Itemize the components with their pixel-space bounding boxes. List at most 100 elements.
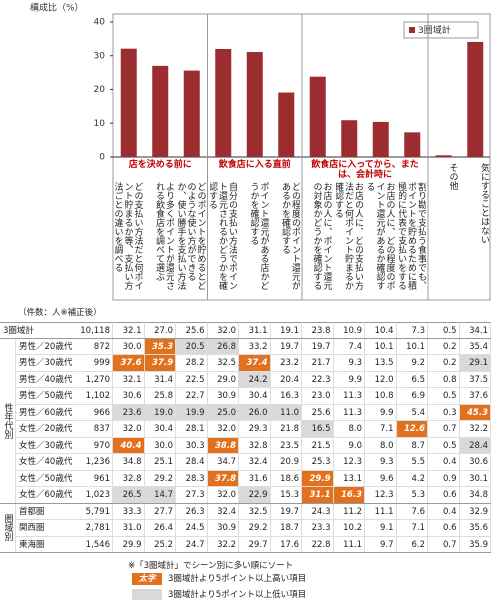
table-cell: 33.3	[113, 503, 145, 520]
table-cell: 19.7	[270, 338, 302, 355]
table-cell: 30.1	[459, 470, 491, 487]
table-cell: 32.0	[113, 421, 145, 438]
bar	[246, 52, 263, 157]
row-label: 女性／40歳代	[16, 454, 72, 471]
table-cell: 17.6	[270, 536, 302, 553]
bar	[467, 41, 484, 157]
table-cell: 26.0	[239, 404, 271, 421]
section-label: 性年代別	[0, 338, 16, 504]
table-cell: 25.2	[144, 536, 176, 553]
table-cell: 5.3	[396, 487, 428, 504]
table-cell: 32.4	[239, 454, 271, 471]
table-cell: 23.6	[113, 404, 145, 421]
table-cell: 19.9	[176, 404, 208, 421]
table-cell: 11.1	[333, 536, 365, 553]
column-header: どのポイントを貯めるとどのような使い方ができるか、使い勝手を支払い方法ごとに調べ…	[178, 182, 206, 290]
row-label: 男性／40歳代	[16, 372, 72, 388]
row-label: 女性／30歳代	[16, 438, 72, 454]
table-cell: 28.1	[176, 421, 208, 438]
table-cell: 38.8	[207, 437, 239, 454]
bar	[278, 92, 295, 157]
table-cell: 32.1	[113, 322, 145, 339]
row-count: 970	[68, 437, 113, 454]
table-cell: 7.6	[396, 503, 428, 520]
table-cell: 31.0	[113, 520, 145, 537]
row-count: 999	[68, 355, 113, 372]
table-cell: 32.5	[207, 355, 239, 372]
row-count: 2,781	[68, 520, 113, 537]
group-label: 飲食店に入ってから、または、会計時に	[311, 160, 419, 180]
footer-note: ※「3圏域計」でシーン別に多い順にソート	[128, 561, 294, 571]
bar	[435, 155, 452, 157]
table-cell: 34.1	[459, 322, 491, 339]
table-cell: 30.6	[459, 454, 491, 471]
table-cell: 29.2	[144, 470, 176, 487]
table-cell: 25.6	[302, 404, 334, 421]
table-cell: 7.4	[333, 338, 365, 355]
table-cell: 37.6	[113, 355, 145, 372]
table-cell: 30.0	[113, 338, 145, 355]
table-cell: 21.8	[270, 421, 302, 438]
table-cell: 35.9	[459, 536, 491, 553]
table-cell: 7.3	[396, 322, 428, 339]
table-cell: 23.5	[270, 437, 302, 454]
table-cell: 9.3	[365, 454, 397, 471]
table-cell: 19.0	[144, 404, 176, 421]
table-cell: 18.6	[270, 470, 302, 487]
table-cell: 32.4	[207, 503, 239, 520]
table-cell: 24.3	[302, 503, 334, 520]
bar	[309, 76, 326, 157]
table-cell: 28.2	[176, 355, 208, 372]
table-cell: 0.4	[428, 454, 460, 471]
table-cell: 16.3	[270, 388, 302, 405]
table-cell: 19.1	[270, 322, 302, 339]
table-cell: 21.5	[302, 437, 334, 454]
table-cell: 0.7	[428, 536, 460, 553]
group-label: 飲食店に入る直前	[218, 160, 291, 170]
table-cell: 0.2	[428, 355, 460, 372]
table-cell: 25.0	[207, 404, 239, 421]
table-cell: 16.3	[333, 487, 365, 504]
row-count: 10,118	[68, 322, 113, 339]
row-label: 首都圏	[16, 504, 68, 520]
table-cell: 10.4	[365, 322, 397, 339]
legend-box	[403, 21, 479, 39]
table-cell: 22.3	[302, 371, 334, 388]
column-header: 自分の支払い方法でポイント還元されるかどうかを確認する	[209, 182, 238, 290]
row-label: 女性／60歳代	[16, 487, 72, 504]
table-cell: 29.3	[239, 421, 271, 438]
table-cell: 27.7	[144, 503, 176, 520]
table-cell: 12.6	[396, 421, 428, 438]
table-cell: 24.2	[239, 371, 271, 388]
table-cell: 26.5	[113, 487, 145, 504]
table-cell: 30.0	[144, 437, 176, 454]
table-cell: 34.8	[113, 454, 145, 471]
row-label: 男性／30歳代	[16, 355, 72, 372]
table-cell: 30.3	[176, 437, 208, 454]
table-cell: 23.3	[302, 520, 334, 537]
table-cell: 0.5	[428, 437, 460, 454]
bar	[215, 49, 232, 157]
table-cell: 6.9	[396, 388, 428, 405]
table-cell: 9.6	[365, 470, 397, 487]
table-cell: 9.1	[365, 520, 397, 537]
bar	[120, 48, 137, 157]
column-header: どの支払い方法だと何ポイント貯まるか等、支払い方法ごとの違いを調べる	[115, 182, 143, 290]
table-cell: 0.8	[428, 371, 460, 388]
row-label: 女性／20歳代	[16, 421, 72, 438]
legend-label: 3圏域計	[418, 24, 451, 36]
table-cell: 32.8	[239, 437, 271, 454]
table-cell: 23.0	[302, 388, 334, 405]
table-cell: 37.9	[144, 355, 176, 372]
table-cell: 31.4	[144, 371, 176, 388]
table-cell: 7.1	[365, 421, 397, 438]
column-header: ポイント還元がある店かどうかを確認する	[248, 182, 269, 290]
bar	[152, 65, 169, 157]
table-cell: 13.1	[333, 470, 365, 487]
table-cell: 31.1	[302, 487, 334, 504]
table-cell: 25.8	[144, 388, 176, 405]
table-cell: 10.2	[333, 520, 365, 537]
column-header: 気にすることはない	[479, 163, 489, 244]
